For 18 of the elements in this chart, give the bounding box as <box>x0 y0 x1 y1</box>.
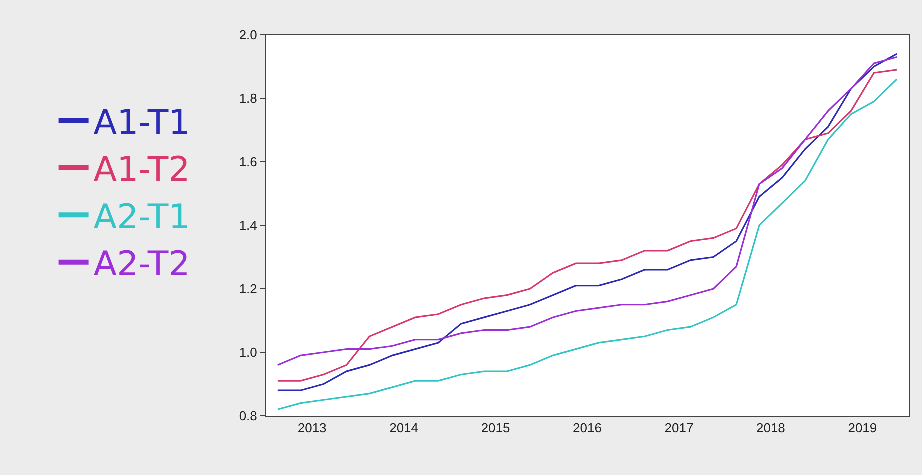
y-tick-label: 1.4 <box>239 218 258 234</box>
y-tick-label: 2.0 <box>239 28 258 43</box>
x-tick-label: 2015 <box>481 420 510 436</box>
x-tick-label: 2016 <box>573 420 602 436</box>
legend-label: A2-T2 <box>94 244 190 285</box>
y-tick-label: 1.6 <box>239 154 258 170</box>
legend-label: A1-T2 <box>94 150 190 190</box>
y-tick-label: 0.8 <box>239 408 258 424</box>
y-tick-label: 1.2 <box>239 282 258 297</box>
legend-label: A1-T1 <box>94 103 190 144</box>
x-tick-label: 2018 <box>756 420 786 436</box>
y-tick-label: 1.8 <box>239 91 258 106</box>
x-tick-label: 2014 <box>390 420 419 436</box>
x-tick-label: 2017 <box>664 420 694 436</box>
legend-label: A2-T1 <box>94 197 190 238</box>
x-tick-label: 2013 <box>298 420 327 436</box>
y-tick-label: 1.0 <box>239 345 258 360</box>
x-tick-label: 2019 <box>848 420 878 436</box>
